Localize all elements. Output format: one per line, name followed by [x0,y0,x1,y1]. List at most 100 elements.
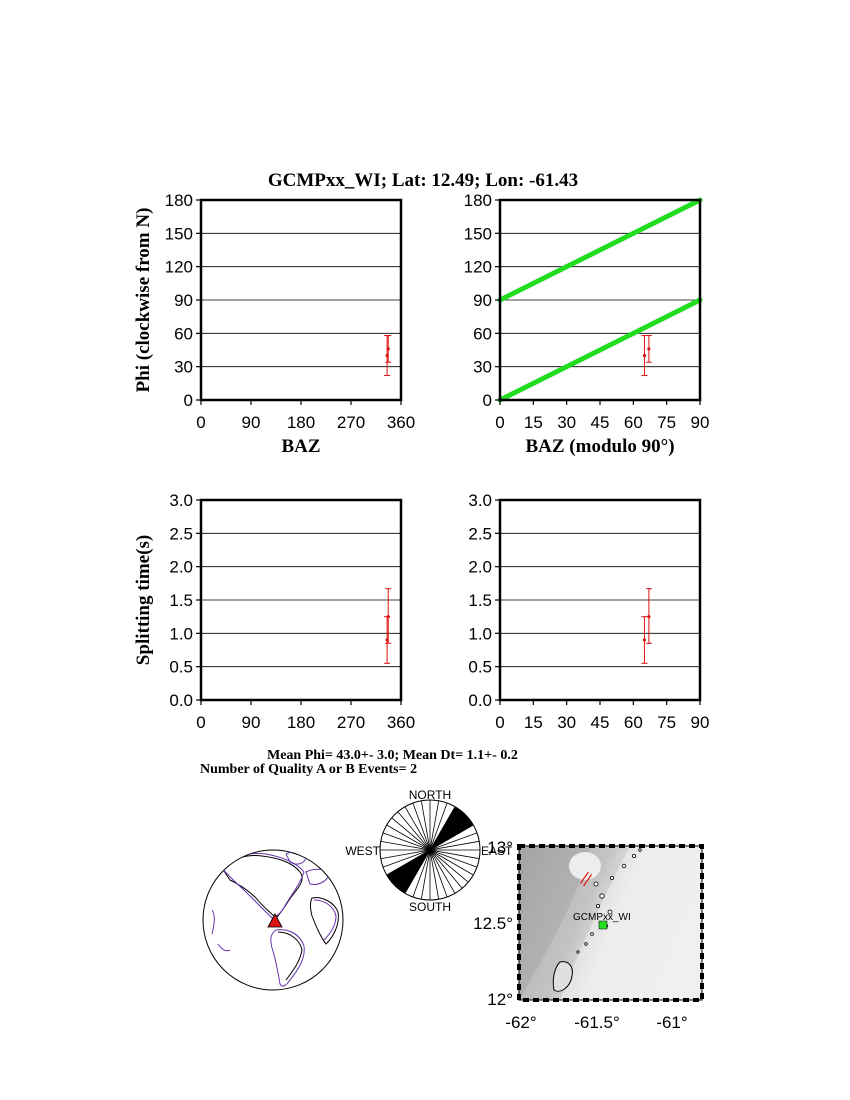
y-tick-label: 90 [473,291,492,310]
x-tick-label: 180 [287,713,315,732]
rose-filled-sector [430,806,474,850]
y-tick-label: 0.0 [169,691,193,710]
lat-tick-13: 13° [487,838,513,857]
y-tick-label: 150 [464,224,492,243]
lat-tick-12: 12° [487,990,513,1009]
africa-coast [313,899,337,941]
pacific-islands [211,909,231,952]
orientation-stick [579,871,589,884]
data-point [386,615,390,619]
x-tick-label: 75 [657,713,676,732]
x-tick-label: 180 [287,413,315,432]
rose-label-south: SOUTH [409,900,451,914]
x-tick-label: 0 [196,413,205,432]
y-tick-label: 90 [174,291,193,310]
north-america-coast [219,853,305,919]
data-point [642,638,647,642]
fast-direction-rose: NORTH SOUTH WEST EAST [345,788,513,914]
event-count-summary: Number of Quality A or B Events= 2 [200,762,417,777]
data-point [642,353,647,358]
rose-label-east: EAST [481,844,513,858]
y-tick-label: 180 [464,191,492,210]
x-axis-label: BAZ [281,436,320,457]
y-tick-label: 60 [174,324,193,343]
x-tick-label: 75 [657,413,676,432]
south-america-outline [270,929,305,987]
y-axis-label: Phi (clockwise from N) [133,208,154,393]
data-point [386,347,390,351]
y-tick-label: 1.5 [468,591,492,610]
y-tick-label: 120 [464,258,492,277]
africa-outline [310,897,339,945]
grenada-outline [552,961,573,992]
x-tick-label: 90 [691,713,710,732]
x-tick-label: 30 [557,713,576,732]
lon-tick-minus-62: -62° [505,1013,536,1032]
y-tick-label: 0 [184,391,193,410]
y-tick-label: 0 [483,391,492,410]
mean-summary: Mean Phi= 43.0+- 3.0; Mean Dt= 1.1+- 0.2 [267,748,518,763]
y-tick-label: 0.5 [468,658,492,677]
y-tick-label: 1.0 [169,624,193,643]
y-tick-label: 3.0 [169,491,193,510]
y-tick-label: 180 [165,191,193,210]
y-tick-label: 1.5 [169,591,193,610]
shelf-shade [560,846,702,1000]
y-axis-label: Splitting time(s) [133,535,154,665]
x-tick-label: 270 [337,713,365,732]
y-tick-label: 150 [165,224,193,243]
data-point [647,347,651,351]
x-tick-label: 90 [691,413,710,432]
north-america-outline [221,855,303,919]
y-tick-label: 60 [473,324,492,343]
y-tick-label: 3.0 [468,491,492,510]
x-tick-label: 45 [591,713,610,732]
x-tick-label: 0 [196,713,205,732]
x-tick-label: 90 [242,413,261,432]
y-tick-label: 30 [473,358,492,377]
lat-tick-12-5: 12.5° [473,914,513,933]
y-tick-label: 2.5 [169,524,193,543]
regional-map: GCMPxx_WI 13° 12.5° 12° -62° -61.5° -61° [473,838,704,1032]
x-tick-label: 15 [524,713,543,732]
splitting-time-vs-baz-mod90-chart: 0.0 0.5 1.0 1.5 2.0 2.5 3.0 0 15 30 45 60 75 90 [468,491,709,732]
south-america-coast [277,931,303,981]
rose-filled-sector [386,850,430,894]
station-label: GCMPxx_WI [573,912,631,923]
x-tick-label: 90 [242,713,261,732]
y-tick-label: 2.0 [468,558,492,577]
y-tick-label: 120 [165,258,193,277]
phi-vs-baz-mod90-chart: 0 30 60 90 120 150 180 0 15 30 45 60 75 90 BAZ (modulo… [464,191,710,457]
bank-highlight [569,852,601,880]
y-tick-label: 0.5 [169,658,193,677]
orientation-stick [583,874,593,887]
rose-label-west: WEST [345,844,380,858]
y-tick-label: 1.0 [468,624,492,643]
x-tick-label: 0 [495,713,504,732]
rose-label-north: NORTH [409,788,451,802]
rose-spoke [420,800,440,900]
reference-line [497,297,703,403]
x-axis-label: BAZ (modulo 90°) [525,436,674,457]
data-point [647,615,651,619]
x-tick-label: 0 [495,413,504,432]
x-tick-label: 45 [591,413,610,432]
deep-basin-shade [519,846,590,1000]
lon-tick-minus-61: -61° [656,1013,687,1032]
globe-map [202,849,344,991]
station-triangle-icon [267,913,283,928]
x-tick-label: 270 [337,413,365,432]
x-tick-label: 360 [387,413,415,432]
x-tick-label: 60 [624,413,643,432]
x-tick-label: 15 [524,413,543,432]
x-tick-label: 360 [387,713,415,732]
station-marker-icon [598,920,608,930]
splitting-time-vs-baz-chart: 0.0 0.5 1.0 1.5 2.0 2.5 3.0 0 90 180 270 360 Splitti… [133,491,415,732]
y-tick-label: 2.5 [468,524,492,543]
x-tick-label: 60 [624,713,643,732]
y-tick-label: 0.0 [468,691,492,710]
phi-vs-baz-chart: 0 30 60 90 120 150 180 0 90 180 270 360 BAZ Phi (cloc… [133,191,415,457]
y-tick-label: 2.0 [169,558,193,577]
figure-title: GCMPxx_WI; Lat: 12.49; Lon: -61.43 [268,170,578,191]
